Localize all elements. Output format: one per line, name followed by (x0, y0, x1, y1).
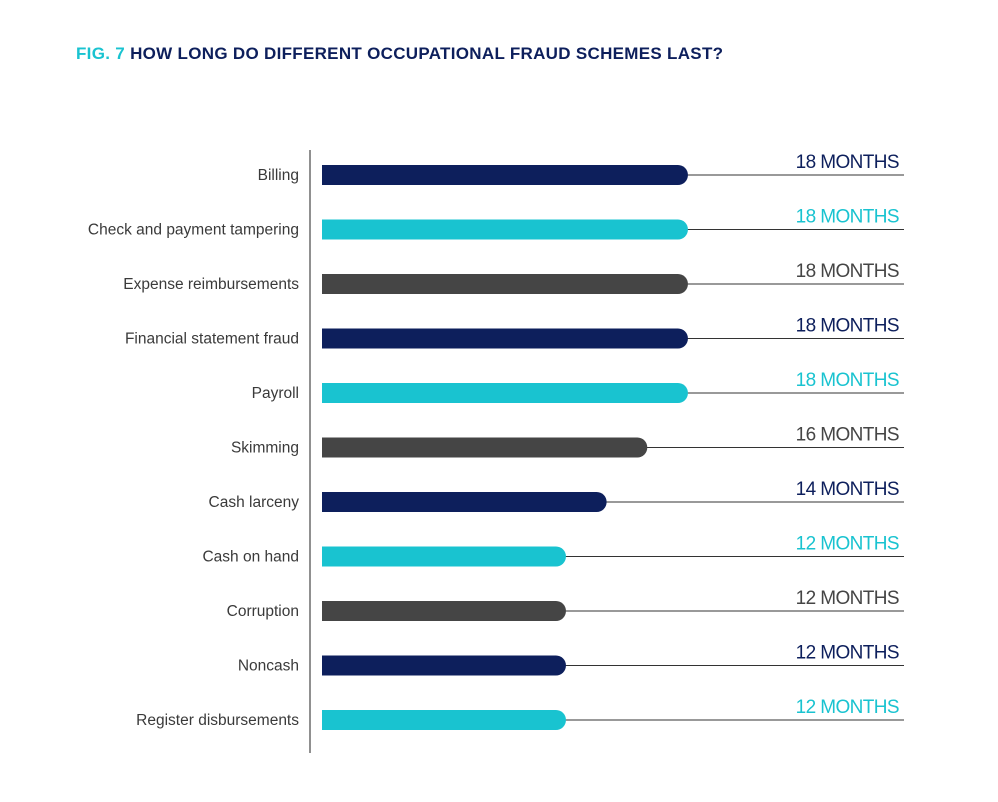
bar-billing (322, 165, 688, 185)
bar-financial-statement-fraud (322, 328, 688, 349)
value-label: 12 MONTHS (796, 697, 899, 718)
bar-cash-on-hand (322, 546, 566, 567)
bar-check-and-payment-tampering (322, 219, 688, 240)
bar-corruption (322, 601, 566, 621)
value-label: 18 MONTHS (796, 152, 899, 173)
value-label: 12 MONTHS (796, 643, 899, 664)
category-label: Payroll (252, 385, 299, 402)
bar-skimming (322, 437, 648, 458)
value-label: 18 MONTHS (796, 316, 899, 337)
category-label: Billing (258, 167, 299, 184)
bar-register-disbursements (322, 710, 566, 730)
category-label: Skimming (231, 440, 299, 457)
value-label: 14 MONTHS (796, 479, 899, 500)
bar-noncash (322, 655, 566, 676)
category-label: Expense reimbursements (123, 276, 299, 293)
value-label: 12 MONTHS (796, 588, 899, 609)
figure-number: FIG. 7 (76, 44, 126, 63)
category-label: Financial statement fraud (125, 331, 299, 348)
chart-title: FIG. 7 HOW LONG DO DIFFERENT OCCUPATIONA… (76, 44, 723, 64)
category-label: Cash on hand (202, 549, 299, 566)
category-label: Corruption (227, 603, 299, 620)
value-label: 16 MONTHS (796, 425, 899, 446)
value-label: 12 MONTHS (796, 534, 899, 555)
category-label: Register disbursements (136, 712, 299, 729)
bar-payroll (322, 383, 688, 403)
bar-expense-reimbursements (322, 274, 688, 294)
value-label: 18 MONTHS (796, 261, 899, 282)
value-label: 18 MONTHS (796, 370, 899, 391)
bar-cash-larceny (322, 492, 607, 512)
value-label: 18 MONTHS (796, 207, 899, 228)
category-label: Noncash (238, 658, 299, 675)
figure-title: HOW LONG DO DIFFERENT OCCUPATIONAL FRAUD… (130, 44, 724, 63)
category-label: Check and payment tampering (88, 222, 299, 239)
category-label: Cash larceny (209, 494, 300, 511)
